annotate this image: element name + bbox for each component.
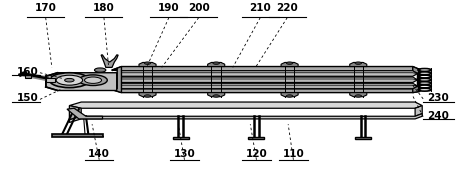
Text: 200: 200 bbox=[188, 3, 209, 13]
Polygon shape bbox=[46, 73, 117, 91]
Text: 240: 240 bbox=[428, 111, 449, 121]
Circle shape bbox=[79, 75, 107, 86]
Polygon shape bbox=[52, 134, 103, 137]
Polygon shape bbox=[112, 71, 418, 75]
Text: 130: 130 bbox=[173, 149, 195, 159]
Polygon shape bbox=[415, 106, 422, 116]
Polygon shape bbox=[281, 62, 298, 67]
Text: 150: 150 bbox=[16, 93, 38, 103]
Circle shape bbox=[49, 73, 89, 88]
Polygon shape bbox=[112, 67, 122, 93]
Polygon shape bbox=[69, 106, 81, 120]
Text: 140: 140 bbox=[88, 149, 110, 159]
Polygon shape bbox=[281, 93, 298, 97]
Text: 220: 220 bbox=[276, 3, 298, 13]
Polygon shape bbox=[112, 67, 420, 71]
Text: 230: 230 bbox=[428, 93, 449, 103]
Polygon shape bbox=[112, 77, 418, 82]
Polygon shape bbox=[67, 108, 103, 119]
Text: 180: 180 bbox=[93, 3, 115, 13]
Polygon shape bbox=[69, 114, 422, 122]
Polygon shape bbox=[112, 89, 420, 93]
Circle shape bbox=[144, 95, 151, 97]
Polygon shape bbox=[69, 102, 422, 108]
Polygon shape bbox=[139, 93, 156, 97]
Circle shape bbox=[355, 62, 361, 64]
Circle shape bbox=[286, 95, 293, 97]
Circle shape bbox=[56, 75, 83, 85]
Polygon shape bbox=[112, 83, 418, 87]
Polygon shape bbox=[208, 62, 225, 67]
Polygon shape bbox=[350, 93, 367, 97]
Text: 190: 190 bbox=[158, 3, 180, 13]
Polygon shape bbox=[355, 137, 371, 139]
Circle shape bbox=[213, 62, 219, 64]
Polygon shape bbox=[139, 62, 156, 67]
Circle shape bbox=[286, 62, 293, 64]
Text: 120: 120 bbox=[246, 149, 267, 159]
Polygon shape bbox=[112, 71, 418, 76]
Polygon shape bbox=[101, 55, 118, 67]
Polygon shape bbox=[350, 62, 367, 67]
Polygon shape bbox=[46, 78, 55, 82]
Polygon shape bbox=[413, 67, 420, 93]
Polygon shape bbox=[25, 75, 31, 78]
Circle shape bbox=[144, 62, 151, 64]
Polygon shape bbox=[208, 93, 225, 97]
Text: 170: 170 bbox=[35, 3, 57, 13]
Circle shape bbox=[65, 78, 74, 82]
Polygon shape bbox=[248, 137, 265, 139]
Text: 210: 210 bbox=[249, 3, 271, 13]
Polygon shape bbox=[112, 77, 418, 81]
Text: 110: 110 bbox=[283, 149, 304, 159]
Circle shape bbox=[355, 95, 361, 97]
Circle shape bbox=[95, 68, 106, 72]
Circle shape bbox=[85, 77, 102, 83]
Polygon shape bbox=[112, 83, 418, 89]
Text: 160: 160 bbox=[16, 67, 38, 77]
Circle shape bbox=[213, 95, 219, 97]
Polygon shape bbox=[172, 137, 189, 139]
